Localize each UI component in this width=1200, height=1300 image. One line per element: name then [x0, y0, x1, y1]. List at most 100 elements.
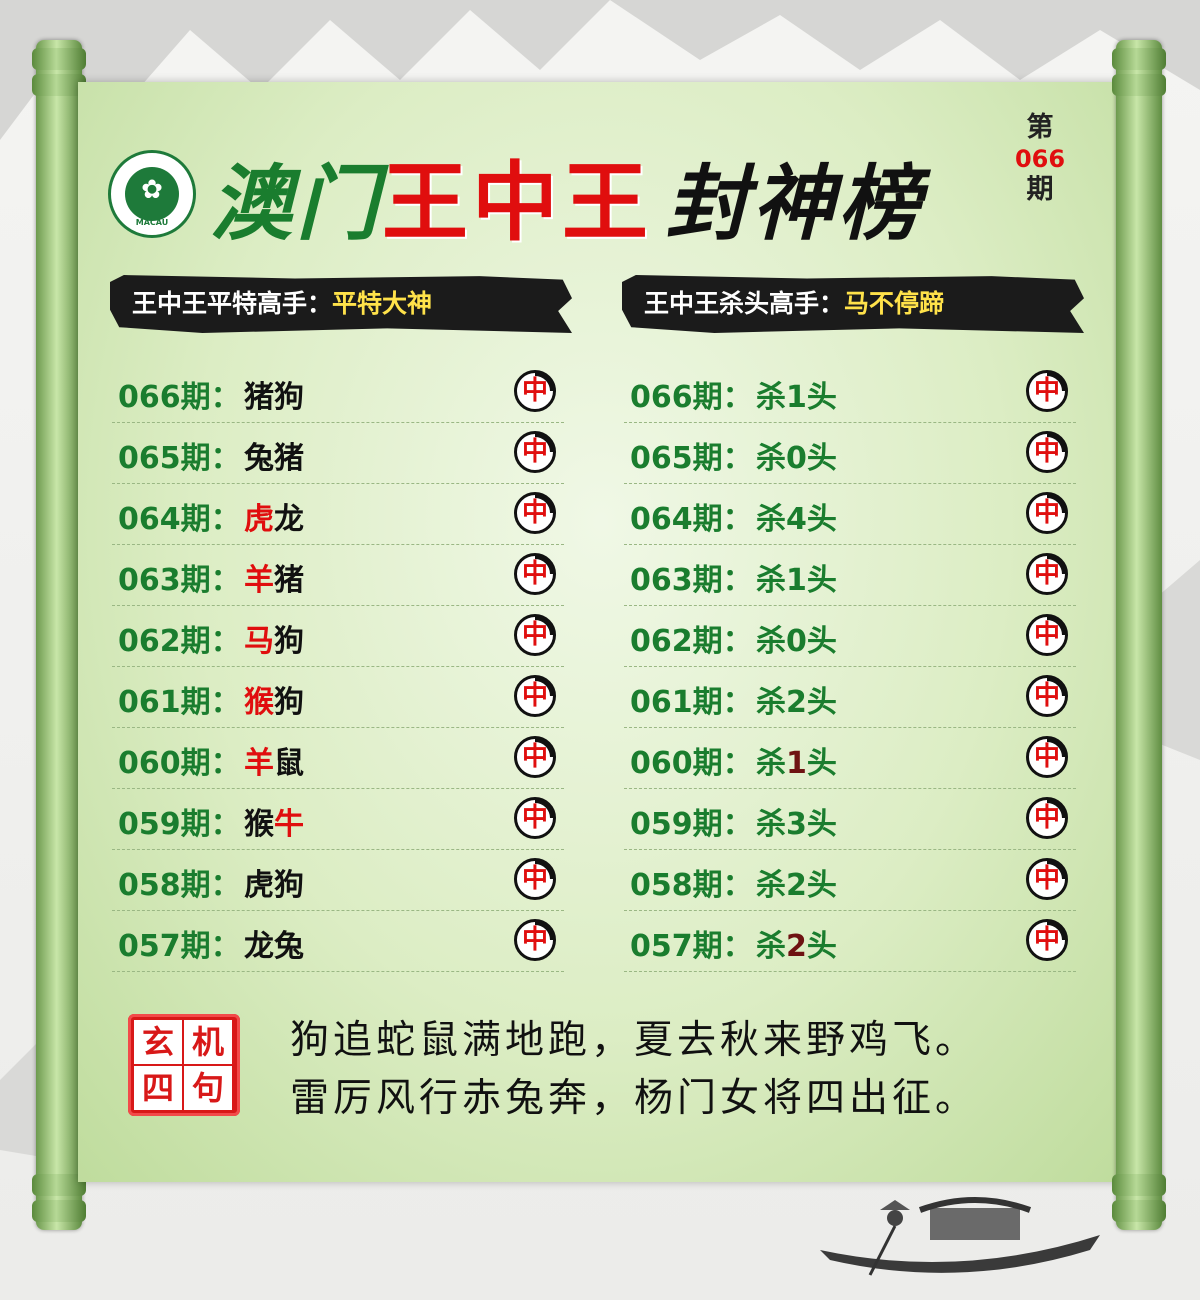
list-item: 065期： 杀0头 中: [624, 423, 1076, 484]
hit-badge-icon: 中: [514, 431, 556, 473]
title-macau: 澳门: [210, 156, 382, 252]
row-label: 060期：: [630, 746, 753, 781]
row-label: 062期：: [630, 624, 753, 659]
row-label: 058期：: [630, 868, 753, 903]
row-value: 羊猪: [244, 563, 304, 598]
scroll-rod-right: [1112, 40, 1166, 1230]
right-prediction-list: 066期： 杀1头中 065期： 杀0头中 064期： 杀4头中 063期： 杀1头中 …: [624, 362, 1076, 972]
hit-badge-icon: 中: [1026, 370, 1068, 412]
list-item: 066期： 杀1头 中: [624, 362, 1076, 423]
poem-text: 狗追蛇鼠满地跑，夏去秋来野鸡飞。 雷厉风行赤兔奔，杨门女将四出征。: [290, 1012, 1090, 1128]
row-value: 杀0头: [756, 441, 837, 476]
hit-badge-icon: 中: [1026, 797, 1068, 839]
row-label: 064期：: [630, 502, 753, 537]
title-wangzhongwang: 王中王: [382, 153, 652, 253]
boat-illustration: [820, 1197, 1100, 1276]
scroll-paper: [78, 82, 1123, 1182]
issue-number: 第 066 期: [1010, 110, 1070, 208]
hit-badge-icon: 中: [1026, 553, 1068, 595]
hit-badge-icon: 中: [1026, 919, 1068, 961]
row-label: 057期：: [118, 929, 241, 964]
row-label: 064期：: [118, 502, 241, 537]
hit-badge-icon: 中: [514, 614, 556, 656]
row-label: 065期：: [118, 441, 241, 476]
list-item: 061期： 猴狗 中: [112, 667, 564, 728]
emblem-text: MACAU: [135, 218, 169, 227]
row-value: 虎狗: [244, 868, 304, 903]
list-item: 064期： 杀4头 中: [624, 484, 1076, 545]
list-item: 060期： 羊鼠 中: [112, 728, 564, 789]
list-item: 062期： 杀0头 中: [624, 606, 1076, 667]
row-value: 杀1头: [756, 380, 837, 415]
row-value: 杀2头: [756, 929, 837, 964]
page-title: 澳门王中王 封神榜: [210, 132, 924, 257]
issue-prefix: 第: [1026, 112, 1054, 143]
row-value: 羊鼠: [244, 746, 304, 781]
list-item: 057期： 龙兔 中: [112, 911, 564, 972]
list-item: 062期： 马狗 中: [112, 606, 564, 667]
row-value: 杀3头: [756, 807, 837, 842]
scroll-rod-left: [32, 40, 86, 1230]
hit-badge-icon: 中: [514, 370, 556, 412]
list-item: 058期： 虎狗 中: [112, 850, 564, 911]
hit-badge-icon: 中: [514, 919, 556, 961]
hit-badge-icon: 中: [1026, 614, 1068, 656]
list-item: 066期： 猪狗 中: [112, 362, 564, 423]
row-value: 杀2头: [756, 685, 837, 720]
row-value: 猴狗: [244, 685, 304, 720]
list-item: 061期： 杀2头 中: [624, 667, 1076, 728]
left-panel-header: 王中王平特高手：平特大神: [110, 275, 572, 333]
row-value: 兔猪: [244, 441, 304, 476]
row-value: 杀1头: [756, 563, 837, 598]
macau-emblem-icon: ✿ MACAU: [108, 150, 196, 238]
left-prediction-list: 066期： 猪狗中 065期： 兔猪中 064期： 虎龙中 063期： 羊猪中 062期…: [112, 362, 564, 972]
row-value: 猪狗: [244, 380, 304, 415]
left-header-highlight: 平特大神: [332, 289, 433, 318]
poem-line-2: 雷厉风行赤兔奔，杨门女将四出征。: [290, 1076, 979, 1121]
hit-badge-icon: 中: [514, 736, 556, 778]
right-panel-header: 王中王杀头高手：马不停蹄: [622, 275, 1084, 333]
list-item: 065期： 兔猪 中: [112, 423, 564, 484]
left-header-label: 王中王平特高手：: [132, 289, 333, 318]
right-header-label: 王中王杀头高手：: [644, 289, 845, 318]
list-item: 064期： 虎龙 中: [112, 484, 564, 545]
row-label: 063期：: [630, 563, 753, 598]
row-value: 杀2头: [756, 868, 837, 903]
hit-badge-icon: 中: [514, 858, 556, 900]
row-label: 061期：: [630, 685, 753, 720]
row-value: 马狗: [244, 624, 304, 659]
list-item: 060期： 杀1头 中: [624, 728, 1076, 789]
row-label: 060期：: [118, 746, 241, 781]
row-label: 061期：: [118, 685, 241, 720]
row-label: 062期：: [118, 624, 241, 659]
xuanji-seal-stamp: 机 玄 句 四: [128, 1014, 240, 1116]
row-label: 059期：: [630, 807, 753, 842]
hit-badge-icon: 中: [514, 797, 556, 839]
issue-suffix: 期: [1026, 174, 1054, 205]
hit-badge-icon: 中: [1026, 675, 1068, 717]
hit-badge-icon: 中: [1026, 858, 1068, 900]
right-header-highlight: 马不停蹄: [844, 289, 945, 318]
row-label: 065期：: [630, 441, 753, 476]
hit-badge-icon: 中: [514, 492, 556, 534]
hit-badge-icon: 中: [1026, 492, 1068, 534]
row-label: 057期：: [630, 929, 753, 964]
list-item: 063期： 杀1头 中: [624, 545, 1076, 606]
row-label: 063期：: [118, 563, 241, 598]
row-value: 杀0头: [756, 624, 837, 659]
hit-badge-icon: 中: [514, 675, 556, 717]
row-label: 059期：: [118, 807, 241, 842]
row-label: 066期：: [630, 380, 753, 415]
list-item: 063期： 羊猪 中: [112, 545, 564, 606]
row-value: 虎龙: [244, 502, 304, 537]
hit-badge-icon: 中: [1026, 736, 1068, 778]
row-label: 066期：: [118, 380, 241, 415]
row-value: 杀4头: [756, 502, 837, 537]
hit-badge-icon: 中: [514, 553, 556, 595]
row-value: 龙兔: [244, 929, 304, 964]
list-item: 059期： 猴牛 中: [112, 789, 564, 850]
list-item: 057期： 杀2头 中: [624, 911, 1076, 972]
hit-badge-icon: 中: [1026, 431, 1068, 473]
title-fengshenbang: 封神榜: [666, 156, 924, 252]
row-value: 杀1头: [756, 746, 837, 781]
